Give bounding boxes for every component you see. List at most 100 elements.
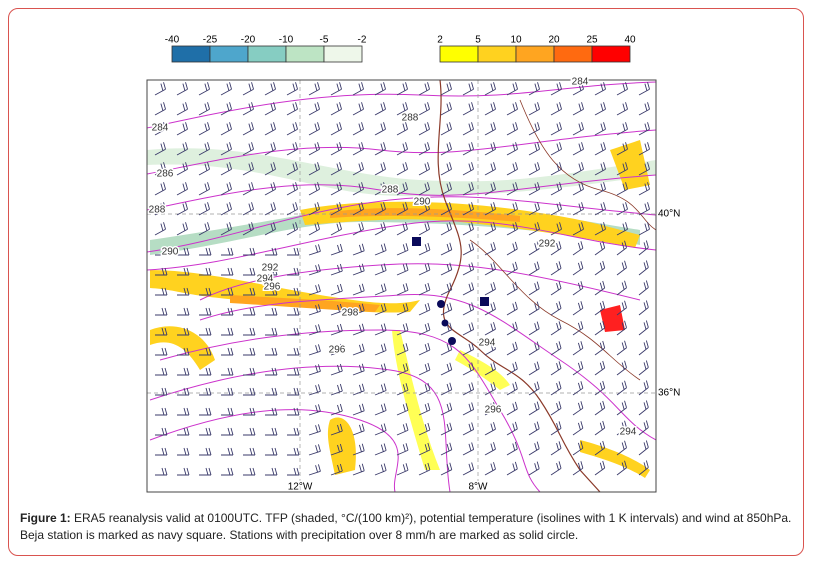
contour-label: 290 xyxy=(162,247,179,258)
wind-barb xyxy=(242,222,254,236)
wind-barb xyxy=(396,102,408,116)
wind-barb xyxy=(287,267,300,276)
wind-barb xyxy=(638,460,649,476)
wind-barb xyxy=(572,281,584,296)
wind-barb xyxy=(199,287,212,296)
wind-barb xyxy=(177,327,190,336)
wind-barb xyxy=(616,82,628,96)
contour-label: 296 xyxy=(264,282,281,293)
colorbar-negative xyxy=(171,45,363,63)
wind-barb xyxy=(594,280,606,296)
wind-barb xyxy=(638,440,649,456)
wind-barb xyxy=(462,302,475,316)
wind-barb xyxy=(286,102,298,116)
wind-barb xyxy=(330,263,343,276)
wind-barb xyxy=(330,403,343,416)
wind-barb xyxy=(440,142,452,156)
wind-barb xyxy=(440,382,453,396)
colorbar-positive xyxy=(439,45,631,63)
wind-barb xyxy=(440,422,453,436)
wind-barb xyxy=(155,347,168,356)
wind-barb xyxy=(352,423,365,436)
wind-barb xyxy=(352,383,365,396)
wind-barb xyxy=(594,182,606,196)
wind-barb xyxy=(199,367,212,376)
wind-barb xyxy=(154,182,166,196)
wind-barb xyxy=(506,202,518,216)
wind-barb xyxy=(265,267,278,276)
wind-barb xyxy=(308,142,320,156)
wind-barb xyxy=(418,82,430,96)
wind-barb xyxy=(155,387,168,396)
wind-barb xyxy=(352,443,365,456)
wind-barb xyxy=(221,267,234,276)
wind-barb xyxy=(198,142,210,156)
wind-barb xyxy=(594,240,606,256)
wind-barb xyxy=(198,222,210,236)
wind-barb xyxy=(528,82,540,96)
wind-barb xyxy=(264,182,276,196)
wind-barb xyxy=(243,267,256,276)
wind-barb xyxy=(374,102,386,116)
wind-barb xyxy=(286,142,298,156)
wind-barb xyxy=(462,282,475,296)
wind-barb xyxy=(440,102,452,116)
wind-barb xyxy=(199,247,212,256)
wind-barb xyxy=(330,343,343,356)
wind-barb xyxy=(352,82,364,96)
wind-barb xyxy=(550,102,562,116)
wind-barb xyxy=(352,283,365,296)
wind-barb xyxy=(264,142,276,156)
wind-barb xyxy=(506,381,518,396)
wind-barb xyxy=(638,320,649,336)
wind-barb xyxy=(484,362,496,376)
wind-barb xyxy=(418,262,431,276)
contour-label: 286 xyxy=(157,169,174,180)
wind-barb xyxy=(221,247,234,256)
wind-barb xyxy=(243,427,256,436)
wind-barb xyxy=(550,261,562,276)
wind-barb xyxy=(528,321,540,336)
wind-barb xyxy=(484,202,496,216)
wind-barb xyxy=(352,202,364,216)
wind-barb xyxy=(594,460,606,476)
wind-barb xyxy=(616,240,627,256)
wind-barb xyxy=(374,463,387,476)
wind-barb xyxy=(484,302,496,316)
wind-barb xyxy=(242,182,254,196)
wind-barb xyxy=(638,300,649,316)
wind-barb xyxy=(418,162,430,176)
wind-barb xyxy=(198,202,210,216)
wind-barb xyxy=(352,403,365,416)
wind-barb xyxy=(265,427,278,436)
wind-barb xyxy=(265,407,278,416)
wind-barb xyxy=(462,322,475,336)
wind-barb xyxy=(330,303,343,316)
wind-barb xyxy=(550,381,562,396)
wind-barb xyxy=(594,122,606,136)
wind-barb xyxy=(462,242,475,256)
wind-barb xyxy=(506,341,518,356)
wind-barb xyxy=(374,162,386,176)
wind-barb xyxy=(418,222,430,236)
wind-barb xyxy=(440,202,452,216)
wind-barb xyxy=(287,307,300,316)
wind-barb xyxy=(177,427,190,436)
wind-barb xyxy=(550,401,562,416)
wind-barb xyxy=(396,403,409,416)
wind-barb xyxy=(484,342,496,356)
colorbar-label: -20 xyxy=(241,35,256,46)
wind-barb xyxy=(265,287,278,296)
wind-barb xyxy=(638,360,649,376)
wind-barb xyxy=(374,263,387,276)
colorbar-label: -5 xyxy=(320,35,329,46)
wind-barb xyxy=(638,240,649,256)
wind-barb xyxy=(396,202,408,216)
wind-barb xyxy=(506,401,518,416)
wind-barb xyxy=(177,367,190,376)
wind-barb xyxy=(638,400,649,416)
wind-barb xyxy=(418,302,431,316)
wind-barb xyxy=(638,340,649,356)
wind-barb xyxy=(330,142,342,156)
